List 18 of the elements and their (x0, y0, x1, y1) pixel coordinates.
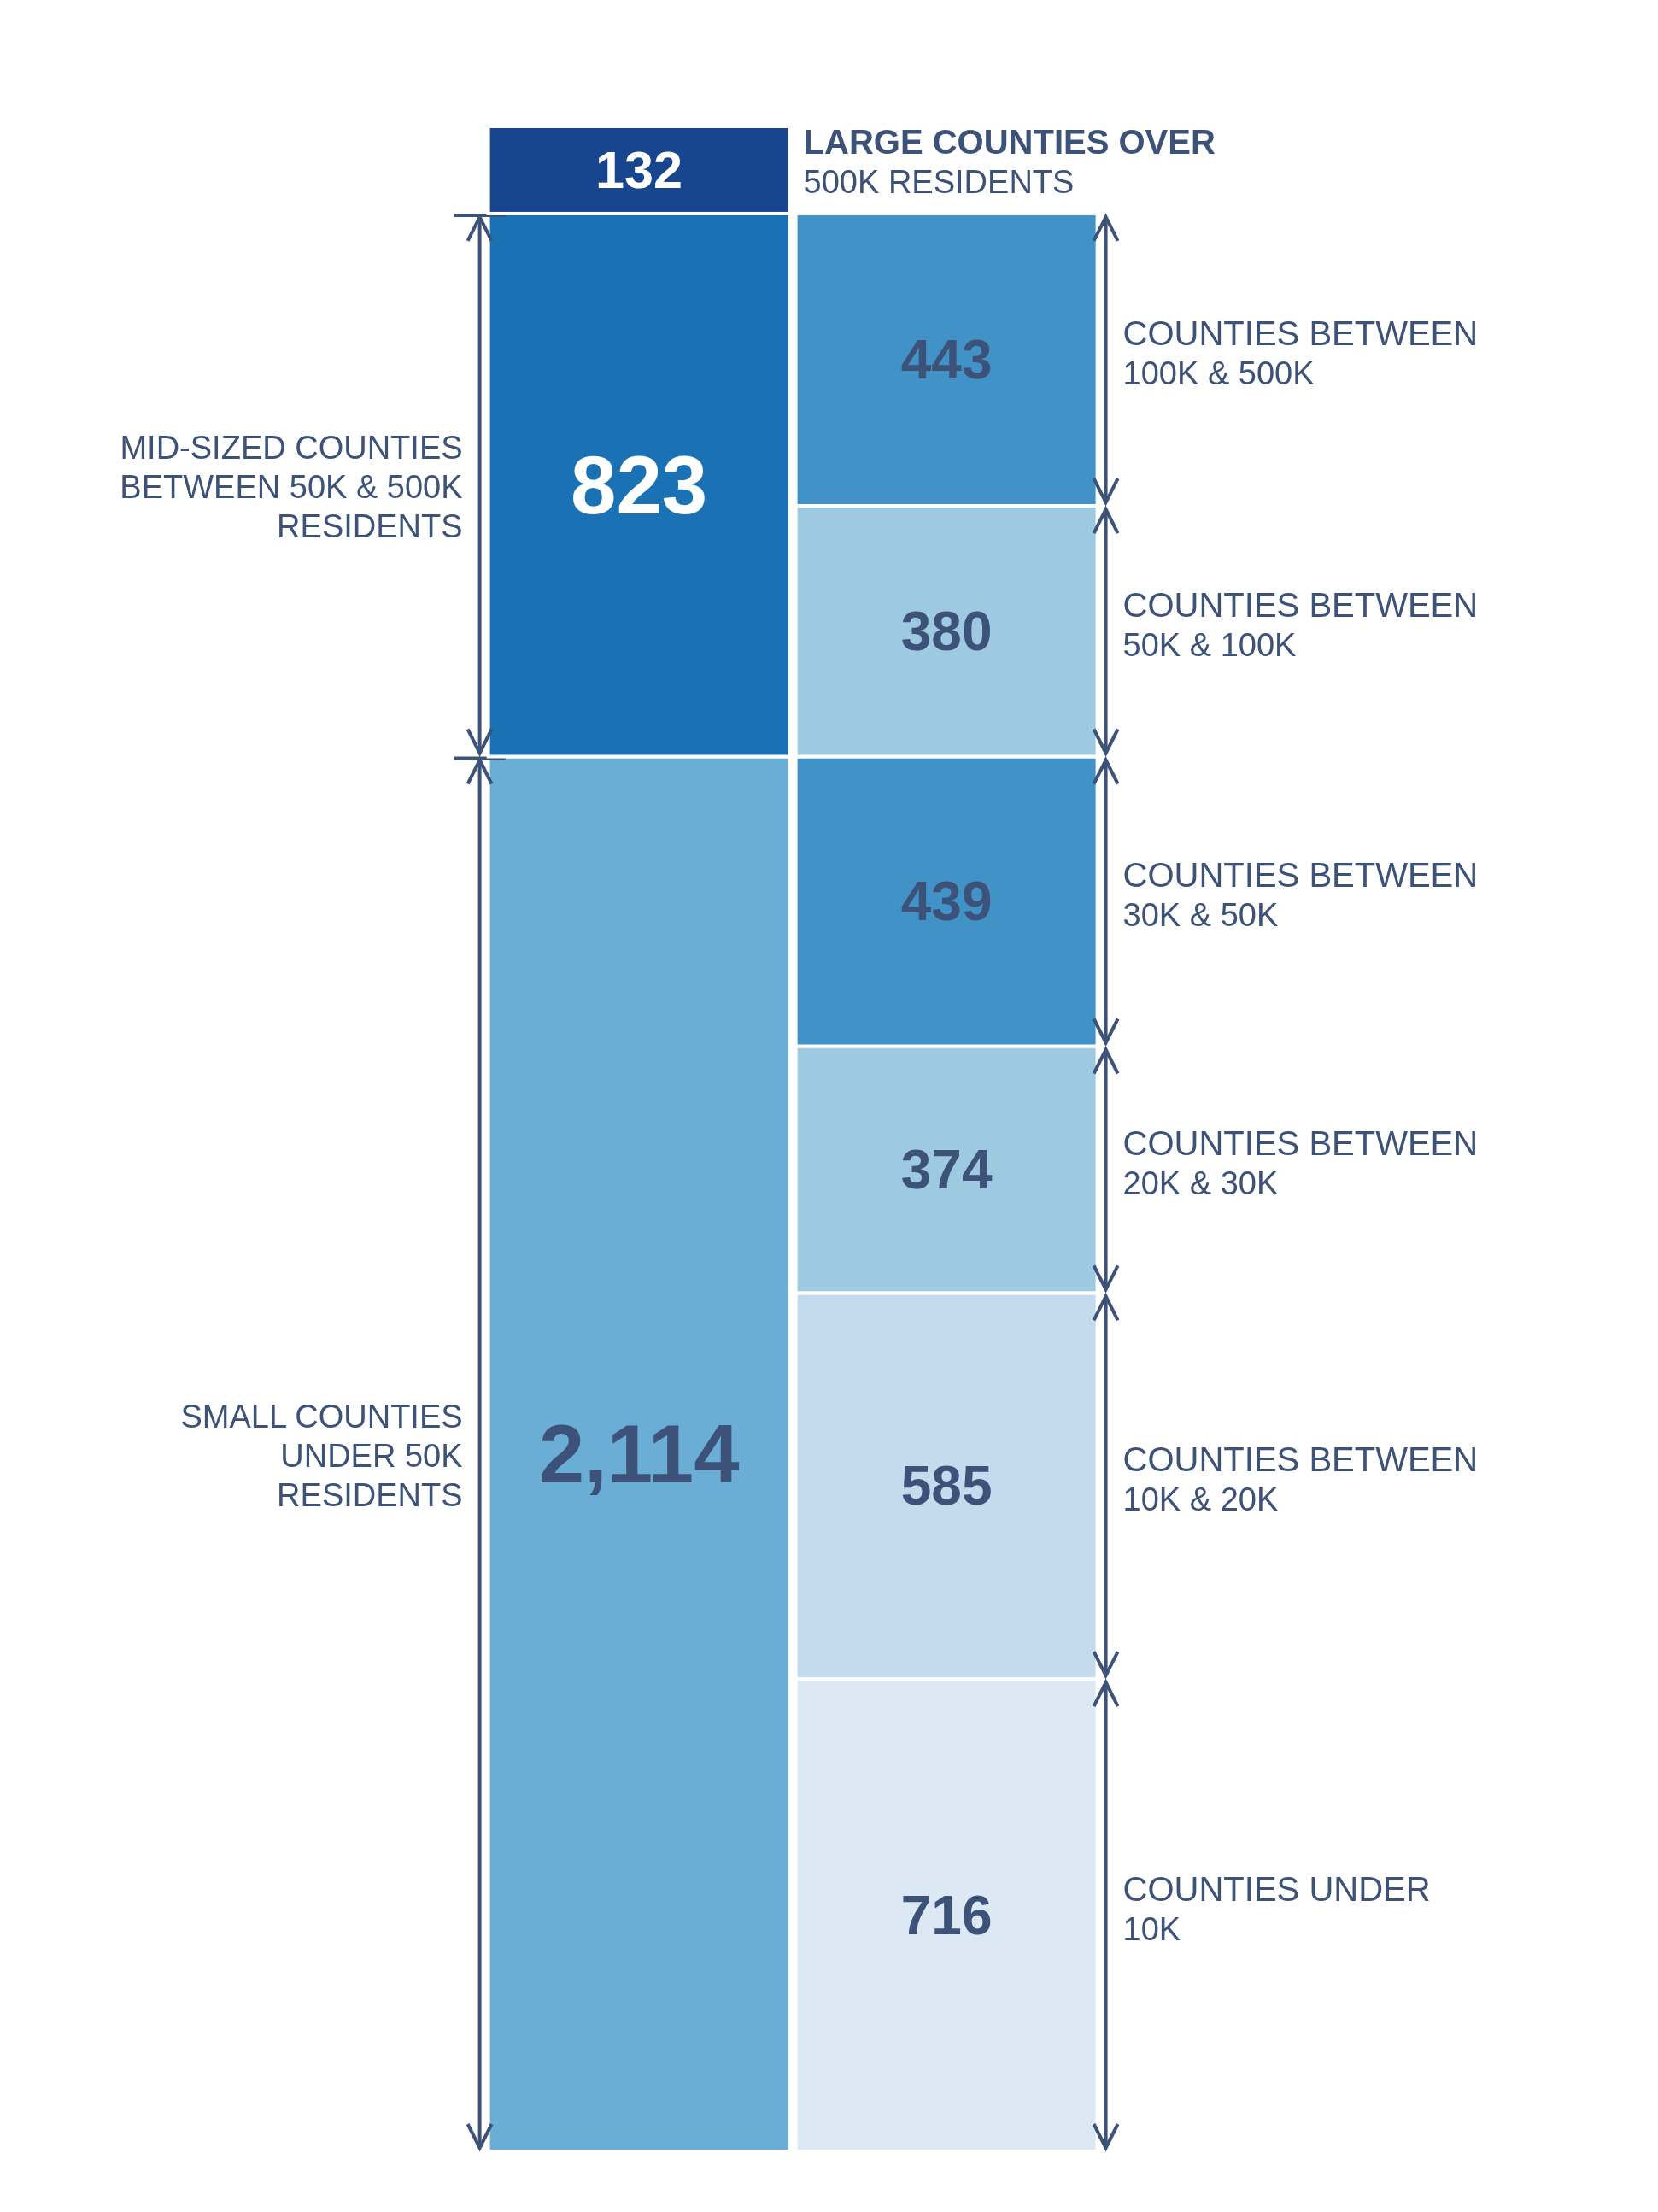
series-label: MID-SIZED COUNTIES BETWEEN 50K & 500K RESIDENTS (120, 429, 463, 544)
series-label: LARGE COUNTIES OVER 500K RESIDENTS (803, 122, 1216, 200)
series-label: COUNTIES BETWEEN 100K & 500K (1122, 314, 1479, 391)
data-label: 132 (595, 140, 683, 199)
series-label: COUNTIES BETWEEN 20K & 30K (1122, 1124, 1479, 1201)
data-label: 585 (900, 1455, 993, 1517)
series-label: COUNTIES UNDER 10K (1122, 1869, 1431, 1947)
series-label: COUNTIES BETWEEN 50K & 100K (1122, 585, 1479, 663)
series-label: COUNTIES BETWEEN 30K & 50K (1122, 855, 1479, 933)
series-label: COUNTIES BETWEEN 10K & 20K (1122, 1440, 1479, 1518)
data-label: 380 (900, 600, 993, 662)
data-label: 439 (900, 870, 993, 932)
data-label: 716 (900, 1884, 993, 1946)
data-label: 443 (900, 328, 993, 390)
data-label: 374 (900, 1138, 993, 1200)
series-label: SMALL COUNTIES UNDER 50K RESIDENTS (180, 1398, 463, 1513)
data-label: 823 (571, 439, 708, 531)
data-label: 2,114 (538, 1408, 740, 1500)
